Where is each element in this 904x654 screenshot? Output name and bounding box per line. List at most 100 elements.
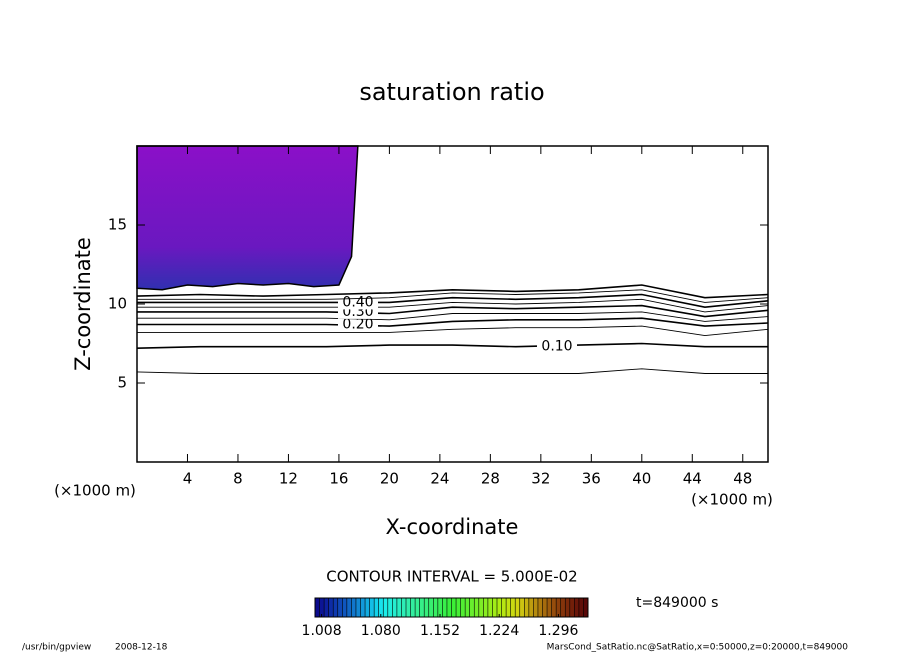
colorbar-tick-label: 1.008 [302, 623, 342, 639]
colorbar-swatch [401, 598, 407, 617]
colorbar-swatch [556, 598, 561, 617]
colorbar-swatch [574, 598, 580, 617]
y-unit: (×1000 m) [54, 482, 136, 500]
colorbar-swatch [501, 598, 507, 617]
contour-label-bg [537, 339, 577, 354]
footer-date: 2008-12-18 [115, 643, 168, 653]
colorbar-swatch [369, 598, 375, 617]
x-tick-label: 4 [183, 470, 193, 488]
colorbar-swatch [428, 598, 434, 617]
colorbar-swatch [433, 598, 439, 617]
colorbar-swatch [519, 598, 525, 617]
colorbar-swatch [578, 598, 584, 617]
contour-label: 0.40 [342, 294, 373, 310]
contour-label: 0.10 [541, 339, 572, 355]
contour-line [136, 284, 769, 299]
colorbar-swatch [324, 598, 329, 617]
colorbar-swatch [378, 598, 384, 617]
colorbar-tick-label: 1.080 [361, 623, 401, 639]
contour-line [136, 368, 768, 374]
colorbar-swatch [487, 598, 493, 617]
contour-line [136, 342, 768, 349]
colorbar-tick-label: 1.296 [538, 623, 578, 639]
colorbar-swatch [437, 598, 443, 617]
colorbar-swatch [392, 598, 398, 617]
colorbar-swatch [478, 598, 484, 617]
colorbar-swatch [342, 598, 348, 617]
contour-line [137, 304, 769, 318]
colorbar-swatch [524, 598, 530, 617]
footer-program: /usr/bin/gpview [22, 643, 91, 653]
contour-label: 0.20 [342, 317, 373, 333]
contour-line [137, 289, 769, 303]
x-axis-label: X-coordinate [386, 515, 519, 539]
colorbar-swatch [374, 598, 379, 617]
colorbar-swatch [474, 598, 480, 617]
colorbar-swatch [396, 598, 402, 617]
colorbar-swatch [506, 598, 511, 617]
colorbar-swatch [410, 598, 416, 617]
colorbar-swatch [424, 598, 430, 617]
x-tick-label: 44 [683, 470, 702, 488]
contour-line [137, 311, 769, 322]
colorbar-tick-label: 1.152 [420, 623, 460, 639]
y-tick-label: 15 [108, 216, 127, 234]
x-tick-label: 8 [233, 470, 243, 488]
colorbar-swatch [492, 598, 498, 617]
colorbar-swatch [319, 598, 325, 617]
colorbar-swatch [451, 598, 457, 617]
colorbar-swatch [465, 598, 470, 617]
colorbar-swatch [460, 598, 466, 617]
colorbar-swatch [537, 598, 543, 617]
x-tick-label: 16 [329, 470, 348, 488]
colorbar-swatch [446, 598, 452, 617]
x-tick-label: 28 [481, 470, 500, 488]
colorbar-swatch [528, 598, 534, 617]
colorbar-swatch [442, 598, 448, 617]
time-label: t=849000 s [636, 595, 718, 611]
colorbar-swatch [337, 598, 343, 617]
colorbar-tick-label: 1.224 [479, 623, 519, 639]
colorbar-swatch [533, 598, 539, 617]
contour-interval: CONTOUR INTERVAL = 5.000E-02 [326, 568, 577, 586]
colorbar-swatch [547, 598, 552, 617]
colorbar-swatch [415, 598, 420, 617]
colorbar-swatch [497, 598, 502, 617]
colorbar-swatch [333, 598, 339, 617]
colorbar-swatch [387, 598, 393, 617]
contour-line [137, 317, 769, 327]
x-tick-label: 12 [279, 470, 298, 488]
colorbar-swatch [565, 598, 571, 617]
colorbar-swatch [560, 598, 566, 617]
colorbar-swatch [456, 598, 461, 617]
colorbar-swatch [583, 598, 589, 617]
x-tick-label: 20 [380, 470, 399, 488]
colorbar-swatch [551, 598, 557, 617]
colorbar-swatch [419, 598, 425, 617]
x-unit: (×1000 m) [691, 491, 773, 509]
colorbar-swatch [365, 598, 370, 617]
x-tick-label: 36 [582, 470, 601, 488]
x-tick-label: 24 [430, 470, 449, 488]
colorbar-swatch [569, 598, 575, 617]
colorbar-swatch [469, 598, 475, 617]
colorbar-swatch [360, 598, 366, 617]
colorbar-swatch [328, 598, 334, 617]
colorbar-swatch [542, 598, 548, 617]
colorbar-swatch [483, 598, 489, 617]
colorbar-swatch [346, 598, 352, 617]
y-tick-label: 5 [117, 374, 127, 392]
x-tick-label: 32 [531, 470, 550, 488]
shaded-region [136, 145, 359, 291]
colorbar-frame [314, 597, 589, 618]
colorbar-swatch [383, 598, 389, 617]
colorbar-swatch [315, 598, 320, 617]
footer-source: MarsCond_SatRatio.nc@SatRatio,x=0:50000,… [547, 643, 849, 653]
contour-label-bg [338, 317, 378, 332]
x-tick-label: 48 [733, 470, 752, 488]
colorbar-swatch [510, 598, 516, 617]
colorbar-swatch [515, 598, 521, 617]
y-tick-label: 10 [108, 295, 127, 313]
x-tick-label: 40 [632, 470, 651, 488]
